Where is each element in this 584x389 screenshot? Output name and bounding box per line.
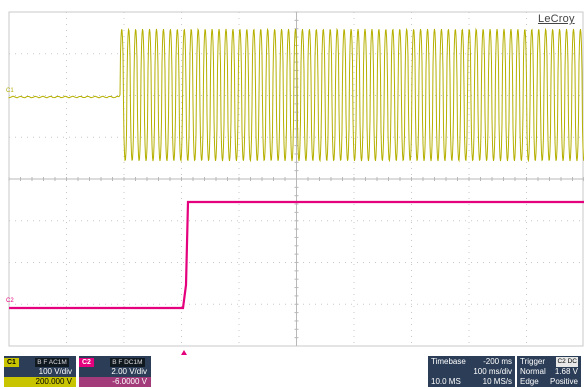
trigger-mode: Normal [520, 367, 546, 376]
channel1-tag: C1 [4, 358, 19, 367]
channel2-tag: C2 [79, 358, 94, 367]
channel2-waveform [9, 200, 584, 310]
brand-logo: LeCroy [538, 13, 575, 25]
timebase-per-div: 100 ms/div [473, 367, 512, 376]
channel2-ground-marker[interactable]: C2 [6, 298, 14, 304]
timebase-descriptor[interactable]: Timebase -200 ms 100 ms/div 10.0 MS 10 M… [428, 356, 515, 387]
trigger-position-marker[interactable] [181, 350, 187, 355]
channel1-waveform [8, 27, 584, 163]
trigger-slope: Positive [549, 377, 578, 386]
trigger-channel: C2 DC [556, 357, 578, 367]
channel2-flags: B F DC1M [110, 358, 145, 367]
trigger-descriptor[interactable]: Trigger C2 DC Normal 1.68 V Edge Positiv… [517, 356, 581, 387]
graticule-grid [8, 11, 584, 347]
waveform-screen[interactable] [0, 0, 584, 352]
channel2-offset: -6.0000 V [112, 377, 147, 386]
trigger-type: Edge [520, 377, 539, 386]
channel1-ground-marker[interactable]: C1 [6, 88, 14, 94]
channel2-descriptor[interactable]: C2 B F DC1M 2.00 V/div -6.0000 V [79, 356, 151, 387]
trigger-label: Trigger [520, 357, 546, 366]
timebase-delay: -200 ms [483, 357, 512, 366]
channel1-flags: B F AC1M [35, 358, 69, 367]
timebase-rate: 10 MS/s [482, 377, 512, 386]
timebase-samples: 10.0 MS [431, 377, 461, 386]
timebase-label: Timebase [431, 357, 466, 366]
channel2-scale: 2.00 V/div [111, 367, 147, 376]
channel1-descriptor[interactable]: C1 B F AC1M 100 V/div 200.000 V [4, 356, 76, 387]
channel1-scale: 100 V/div [38, 367, 72, 376]
channel1-offset: 200.000 V [35, 377, 72, 386]
trigger-level: 1.68 V [554, 367, 578, 376]
